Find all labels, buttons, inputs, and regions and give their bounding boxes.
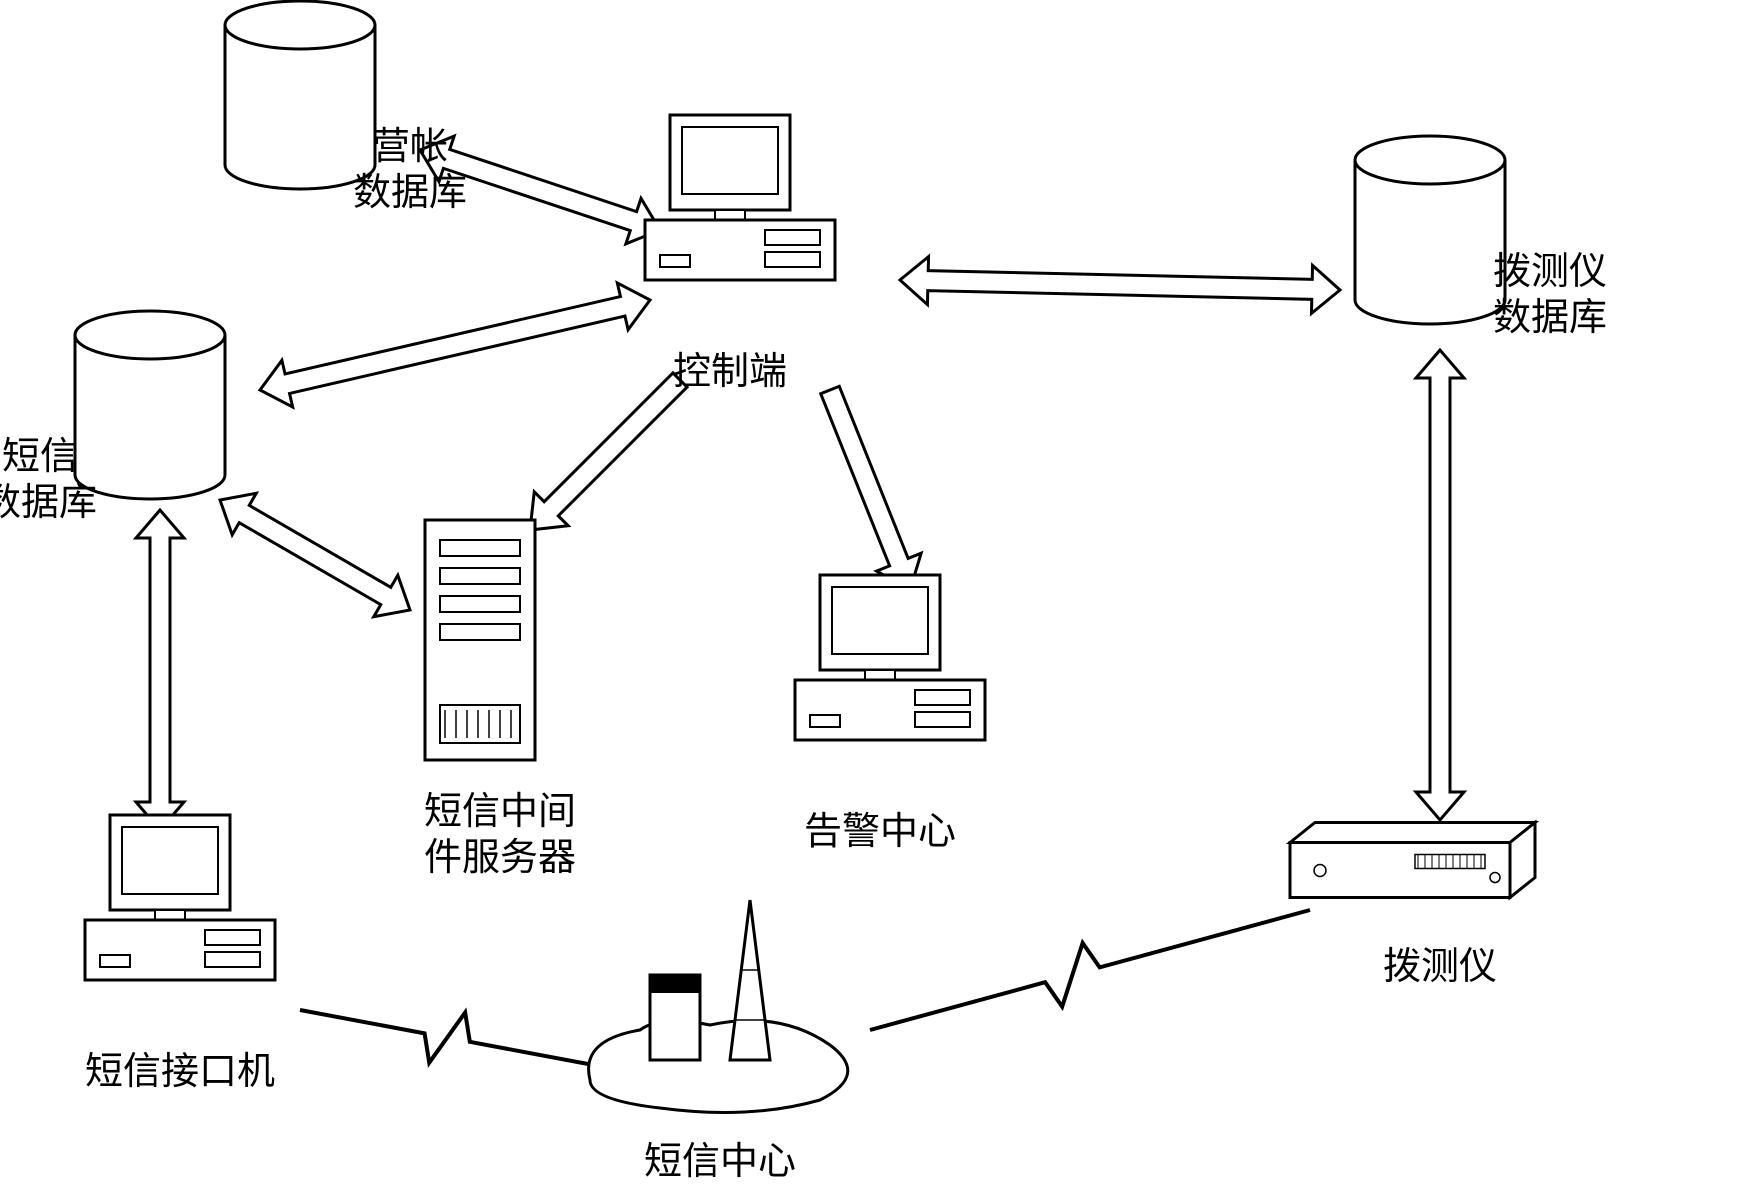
node-sms_center: 短信中心 [570,1140,870,1186]
node-alarm_center: 告警中心 [730,810,1030,856]
node-boceyi: 拨测仪 [1290,945,1590,991]
node-label: 短信中心 [570,1140,870,1186]
node-label: 拨测仪 数据库 [1400,250,1700,341]
node-label: 短信中间 件服务器 [350,790,650,881]
node-sms_mw: 短信中间 件服务器 [350,790,650,881]
node-label: 短信 数据库 [0,435,190,526]
node-sms_if: 短信接口机 [30,1050,330,1096]
node-boceyi_db: 拨测仪 数据库 [1400,250,1700,341]
node-label: 拨测仪 [1290,945,1590,991]
node-label: 控制端 [580,350,880,396]
node-label: 告警中心 [730,810,1030,856]
node-yingzhang_db: 营帐 数据库 [260,125,560,216]
node-label: 短信接口机 [30,1050,330,1096]
node-controller: 控制端 [580,350,880,396]
node-sms_db: 短信 数据库 [0,435,190,526]
node-label: 营帐 数据库 [260,125,560,216]
